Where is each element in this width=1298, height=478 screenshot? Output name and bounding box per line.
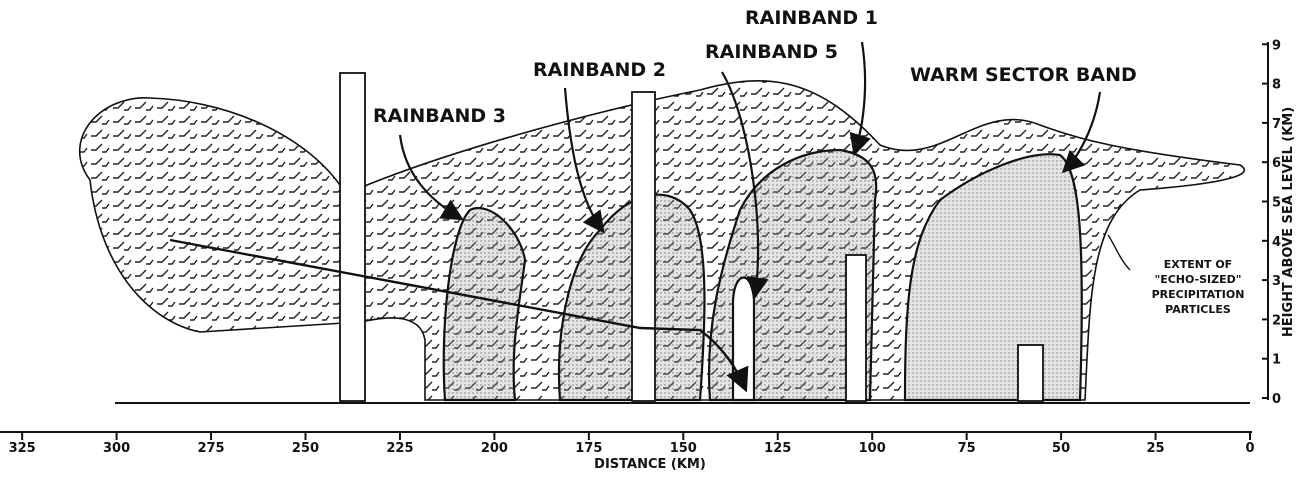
annotation: PARTICLES [1165,303,1231,316]
x-tick-label: 325 [9,441,36,456]
annotation: EXTENT OF [1164,258,1232,271]
band-label: RAINBAND 5 [705,41,838,63]
x-tick-label: 150 [670,441,697,456]
y-axis-label: HEIGHT ABOVE SEA LEVEL (KM) [1281,107,1296,337]
x-tick-label: 100 [859,441,886,456]
x-tick-label: 200 [481,441,508,456]
y-tick-label: 0 [1272,392,1281,407]
band-label: RAINBAND 2 [533,59,666,81]
x-tick-label: 50 [1052,441,1070,456]
x-tick-label: 300 [103,441,130,456]
y-tick-label: 4 [1272,235,1281,250]
x-tick-label: 75 [958,441,976,456]
y-tick-label: 3 [1272,274,1281,289]
x-axis-label: DISTANCE (KM) [594,457,706,472]
y-tick-label: 8 [1272,78,1281,93]
x-tick-label: 225 [386,441,413,456]
x-tick-label: 0 [1245,441,1254,456]
y-tick-label: 7 [1272,117,1281,132]
y-tick-label: 2 [1272,313,1281,328]
y-tick-label: 9 [1272,38,1281,53]
y-tick-label: 6 [1272,156,1281,171]
y-tick-label: 1 [1272,353,1281,368]
band-label: RAINBAND 3 [373,105,506,127]
annotation: PRECIPITATION [1152,288,1245,301]
band-label: WARM SECTOR BAND [910,64,1137,86]
annotation: "ECHO-SIZED" [1154,273,1241,286]
band-label: RAINBAND 1 [745,7,878,29]
diagram: RAINBAND 3 RAINBAND 2 RAINBAND 5 RAINBAND 1… [0,0,1298,474]
y-axis: HEIGHT ABOVE SEA LEVEL (KM) 0 1 2 3 4 5 6 7 8 9 [1262,38,1296,407]
x-tick-label: 275 [197,441,224,456]
y-tick-label: 5 [1272,196,1281,211]
x-tick-label: 250 [292,441,319,456]
x-tick-label: 125 [764,441,791,456]
x-tick-label: 25 [1147,441,1165,456]
x-tick-label: 175 [575,441,602,456]
